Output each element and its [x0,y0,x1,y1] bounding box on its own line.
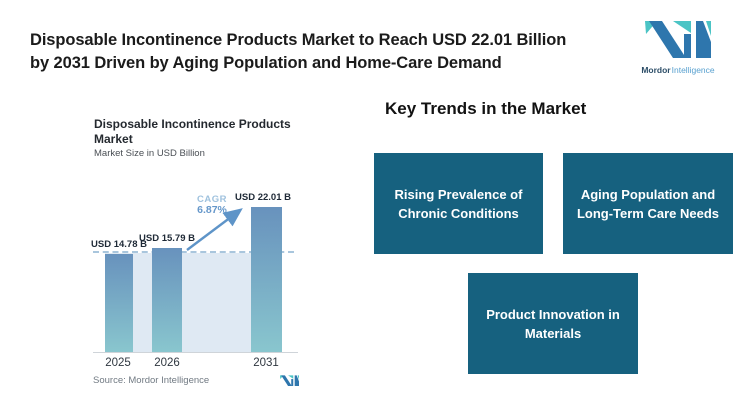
chart-title: Disposable Incontinence Products Market [94,117,304,147]
brand-logo: MordorIntelligence [637,20,719,75]
brand-name-secondary: Intelligence [671,65,715,75]
cagr-label: CAGR [197,194,227,205]
bar-value-2025: USD 14.78 B [91,239,147,250]
key-trends-heading: Key Trends in the Market [385,99,587,118]
trend-box-label: Product Innovation in Materials [486,306,620,341]
chart-title-line2: Market [94,132,133,146]
x-axis-line [93,352,298,353]
page-title: Disposable Incontinence Products Market … [30,29,630,75]
x-tick-2031: 2031 [253,357,279,369]
brand-name: MordorIntelligence [637,65,719,75]
chart-subtitle: Market Size in USD Billion [94,148,205,159]
trend-box-aging-population: Aging Population and Long-Term Care Need… [563,153,733,254]
page-title-line1: Disposable Incontinence Products Market … [30,31,567,49]
trend-box-chronic-conditions: Rising Prevalence of Chronic Conditions [374,153,543,254]
page-title-line2: by 2031 Driven by Aging Population and H… [30,54,502,72]
reference-dashed-line [93,251,294,253]
bar-chart-plot: USD 14.78 B USD 15.79 B USD 22.01 B CAGR… [91,185,305,377]
bar-value-2026: USD 15.79 B [139,233,195,244]
x-tick-2025: 2025 [105,357,131,369]
cagr-value: 6.87% [197,204,227,216]
mordor-intelligence-logo-icon [645,21,711,58]
chart-title-line1: Disposable Incontinence Products [94,117,291,131]
bar-2031 [251,207,282,352]
bar-2026 [152,248,182,352]
source-attribution: Source: Mordor Intelligence [93,375,210,386]
brand-name-primary: Mordor [641,65,671,75]
trend-box-label: Rising Prevalence of Chronic Conditions [394,186,523,221]
trend-box-product-innovation: Product Innovation in Materials [468,273,638,374]
mini-brand-logo-icon [280,375,299,386]
cagr-annotation: CAGR 6.87% [197,194,227,216]
trend-box-label: Aging Population and Long-Term Care Need… [576,186,720,221]
x-tick-2026: 2026 [154,357,180,369]
bar-value-2031: USD 22.01 B [235,192,291,203]
bar-2025 [105,254,133,352]
